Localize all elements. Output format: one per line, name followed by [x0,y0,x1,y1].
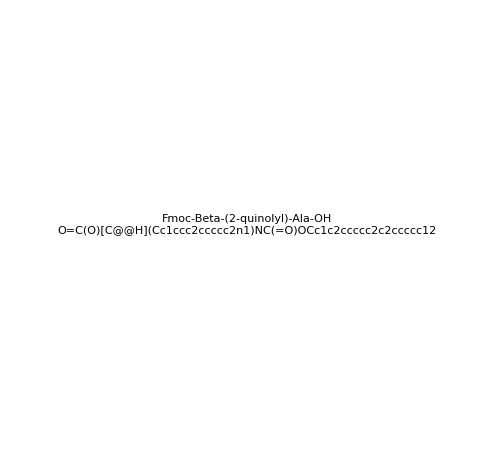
Text: Fmoc-Beta-(2-quinolyl)-Ala-OH
O=C(O)[C@@H](Cc1ccc2ccccc2n1)NC(=O)OCc1c2ccccc2c2c: Fmoc-Beta-(2-quinolyl)-Ala-OH O=C(O)[C@@… [57,214,437,235]
